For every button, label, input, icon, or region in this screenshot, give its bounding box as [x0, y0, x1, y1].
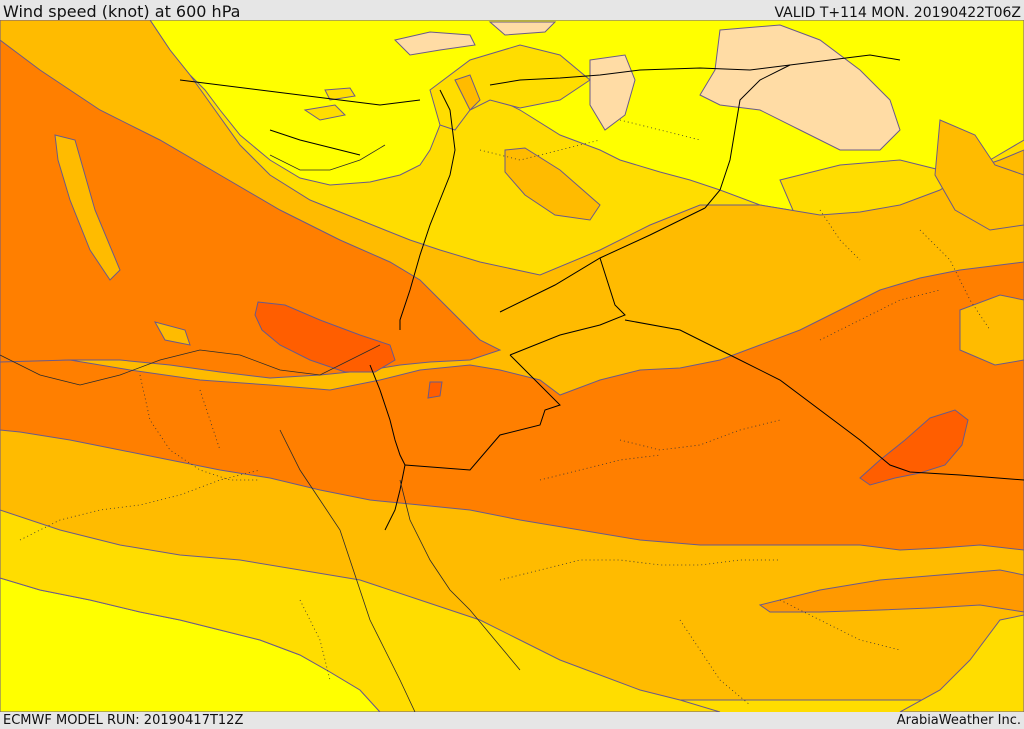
coastlines: [0, 144, 521, 712]
band-amber-cell-2: [454, 74, 481, 111]
model-run-label: ECMWF MODEL RUN: 20190417T12Z: [3, 713, 244, 728]
band-gold-south-east: [899, 614, 1024, 712]
header-bar: Wind speed (knot) at 600 hPa VALID T+114…: [0, 0, 1024, 22]
band-amber-patch-1: [959, 294, 1024, 366]
footer-bar: ECMWF MODEL RUN: 20190417T12Z ArabiaWeat…: [0, 712, 1024, 729]
valid-time: VALID T+114 MON. 20190422T06Z: [774, 5, 1021, 21]
country-borders: [179, 54, 1024, 531]
band-pale-1: [699, 24, 901, 151]
band-gold-small-2: [324, 87, 356, 101]
credit-label: ArabiaWeather Inc.: [896, 713, 1021, 728]
band-orange-south-east: [758, 569, 1024, 613]
band-gold-south: [0, 509, 721, 712]
band-red-orange-2: [859, 409, 969, 486]
band-amber-cell-3: [934, 119, 1024, 231]
band-dark-orange-central: [0, 261, 1024, 551]
band-red-orange-3: [427, 381, 443, 399]
band-pale-3: [394, 31, 476, 56]
band-amber-cell-1: [504, 147, 601, 221]
band-amber-sliver: [54, 134, 121, 281]
band-dark-orange-west: [0, 39, 502, 379]
band-amber-sliver-2: [153, 321, 191, 346]
map-title: Wind speed (knot) at 600 hPa: [3, 2, 241, 21]
band-gold-small-1: [303, 104, 347, 121]
wind-speed-map: [0, 20, 1024, 712]
band-pale-4: [488, 21, 557, 36]
band-pale-2: [589, 54, 636, 131]
band-red-orange-1: [254, 301, 396, 373]
internal-boundaries: [19, 119, 991, 706]
